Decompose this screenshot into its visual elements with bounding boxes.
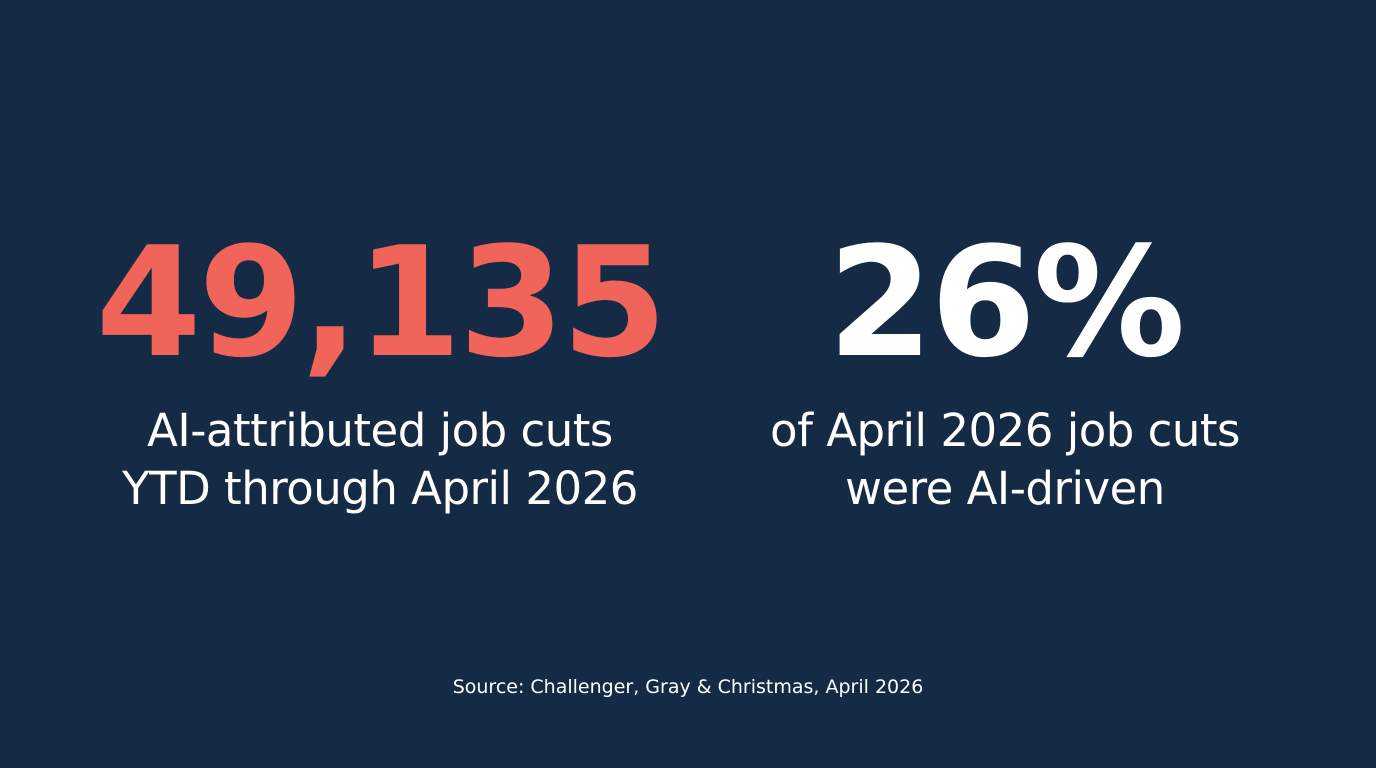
stat-ai-share-april: 26% of April 2026 job cuts were AI-drive… [700,218,1310,518]
stat-caption-line: AI-attributed job cuts [147,404,613,457]
stat-caption: AI-attributed job cuts YTD through April… [80,402,680,518]
stat-caption: of April 2026 job cuts were AI-driven [700,402,1310,518]
stat-value: 49,135 [95,214,668,391]
source-citation: Source: Challenger, Gray & Christmas, Ap… [452,676,924,698]
stat-ai-job-cuts-ytd: 49,135 AI-attributed job cuts YTD throug… [80,218,680,518]
stat-value: 26% [827,214,1186,391]
stat-caption-line: YTD through April 2026 [122,462,638,515]
stat-caption-line: of April 2026 job cuts [770,404,1240,457]
stat-caption-line: were AI-driven [845,462,1165,515]
